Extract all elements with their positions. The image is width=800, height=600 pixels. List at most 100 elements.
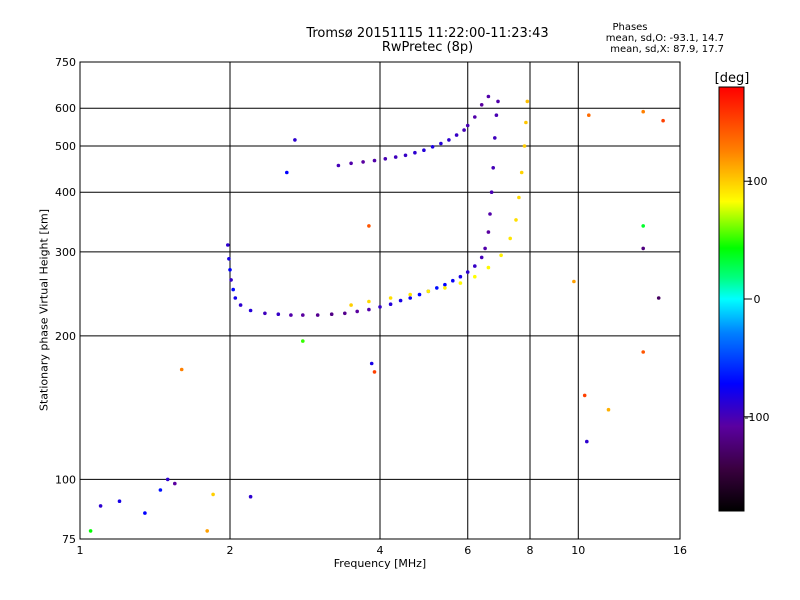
data-point [88,529,93,533]
data-point [493,136,497,140]
data-point [388,302,393,307]
data-point [388,296,393,300]
data-point [443,286,447,290]
data-point [514,218,518,222]
data-point [488,212,492,216]
colorbar: [deg] 100 0 -100 [715,71,769,512]
data-point [173,481,177,486]
data-point [430,145,435,149]
series-2 [349,99,530,307]
stats-header: Phases [612,22,648,33]
y-tick-label: 300 [55,246,76,259]
data-point [443,282,447,287]
data-point [226,243,230,247]
data-point [293,138,297,142]
data-point [522,144,527,148]
colorbar-ticks: 100 0 -100 [744,175,769,424]
data-point [486,94,491,99]
data-point [349,303,353,307]
x-axis-label: Frequency [MHz] [333,557,427,570]
data-point [263,311,267,316]
data-point [606,407,611,412]
data-point [641,224,645,228]
data-point [403,153,408,158]
data-point [661,118,665,123]
data-point [349,161,353,166]
data-point [508,236,512,241]
data-point [447,138,451,142]
data-point [641,246,645,251]
data-point [486,230,491,234]
colorbar-label: [deg] [715,71,750,86]
data-point [525,99,530,104]
data-point [435,286,439,290]
series-1 [336,94,491,168]
data-point [585,439,589,444]
data-point [158,488,163,492]
y-tick-label: 600 [55,102,76,115]
y-tick-label: 75 [62,533,76,546]
data-point [301,339,305,343]
x-tick-label: 16 [673,544,687,557]
data-point [329,312,334,317]
y-tick-label: 400 [55,186,76,199]
data-point [367,299,371,304]
data-point [489,190,494,194]
y-axis-ticks: 75 100 200 300 400 500 600 750 [55,56,76,546]
y-tick-label: 200 [55,330,76,343]
data-point [465,270,470,274]
data-point [231,287,235,292]
data-point [336,163,341,168]
data-point [408,292,413,297]
data-point [229,278,233,282]
data-point [343,311,347,316]
data-point [227,257,231,261]
x-axis-ticks: 1 2 4 6 8 10 16 [77,544,688,557]
data-point [417,292,422,297]
data-point [361,160,365,164]
x-tick-label: 2 [227,544,234,557]
y-tick-label: 500 [55,140,76,153]
colorbar-gradient [718,86,745,512]
data-point [462,128,466,132]
data-point [165,477,170,482]
data-point [519,170,524,175]
data-point [479,103,484,107]
x-tick-label: 6 [464,544,471,557]
data-point [378,305,382,309]
plot-frame [79,61,681,540]
data-point [367,307,371,312]
x-tick-label: 1 [77,544,84,557]
data-point [465,123,470,128]
data-point [276,312,281,317]
data-point [473,264,477,268]
data-point [205,529,209,533]
data-point [454,133,459,137]
data-point [367,224,371,228]
series-0 [226,99,500,317]
data-point [451,278,455,283]
series-3 [88,109,665,533]
data-point [301,313,305,317]
grid [80,62,680,539]
data-point [315,313,320,317]
data-points [88,94,665,533]
data-point [494,113,499,117]
data-point [372,370,377,374]
data-point [393,155,398,159]
data-point [179,367,184,372]
data-point [228,268,232,272]
colorbar-tick-label: 0 [754,293,761,306]
data-point [233,296,238,300]
data-point [483,246,487,251]
data-point [383,157,388,161]
data-point [572,279,576,284]
data-point [369,361,374,366]
data-point [496,99,500,104]
data-point [422,148,426,152]
stats-x-mode: mean, sd,X: 87.9, 17.7 [610,44,724,55]
data-point [641,109,645,114]
data-point [408,296,413,300]
data-point [479,255,484,260]
